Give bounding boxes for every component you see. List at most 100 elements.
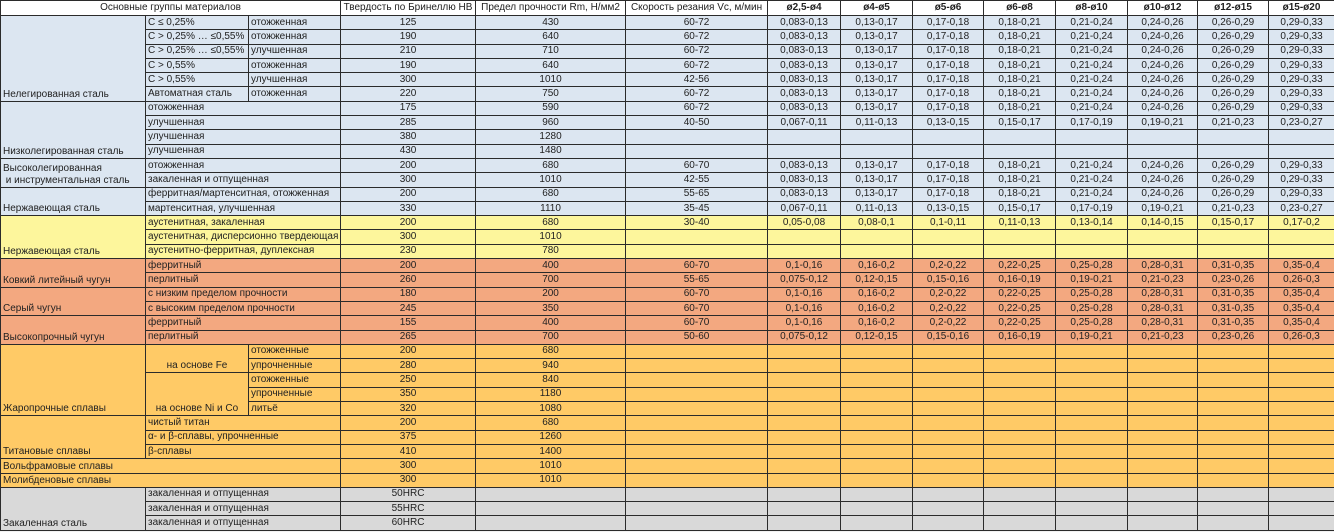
strength-cell[interactable]: 700 bbox=[475, 329, 627, 345]
hardness-cell[interactable]: 375 bbox=[340, 429, 477, 445]
hardness-cell[interactable]: 245 bbox=[340, 300, 477, 317]
feed-cell[interactable] bbox=[840, 415, 914, 431]
cutting-speed-cell[interactable]: 42-55 bbox=[625, 172, 769, 188]
cutting-speed-cell[interactable] bbox=[625, 372, 769, 388]
feed-cell[interactable] bbox=[1127, 372, 1199, 388]
feed-cell[interactable]: 0,24-0,26 bbox=[1127, 72, 1199, 88]
condition-cell[interactable]: отожженные bbox=[247, 372, 342, 388]
feed-cell[interactable]: 0,17-0,18 bbox=[912, 72, 985, 88]
feed-cell[interactable] bbox=[912, 386, 985, 403]
subtype-cell[interactable]: отожженная bbox=[144, 157, 342, 174]
hardness-cell[interactable]: 60HRC bbox=[340, 515, 477, 531]
feed-cell[interactable]: 0,17-0,18 bbox=[912, 172, 985, 188]
cutting-speed-cell[interactable] bbox=[625, 415, 769, 431]
strength-cell[interactable]: 1110 bbox=[475, 200, 627, 217]
feed-cell[interactable] bbox=[1197, 243, 1270, 260]
header-cutting-speed[interactable]: Скорость резания Vc, м/мин bbox=[625, 0, 769, 16]
subtype-cell[interactable]: с высоким пределом прочности bbox=[144, 300, 342, 317]
feed-cell[interactable] bbox=[1197, 415, 1270, 431]
feed-cell[interactable]: 0,05-0,08 bbox=[767, 215, 842, 231]
feed-cell[interactable]: 0,13-0,17 bbox=[840, 72, 914, 88]
material-group-cell[interactable]: Титановые сплавы bbox=[0, 415, 146, 460]
condition-cell[interactable]: отожженная bbox=[247, 29, 342, 45]
feed-cell[interactable]: 0,26-0,29 bbox=[1197, 57, 1270, 74]
feed-cell[interactable] bbox=[983, 501, 1057, 517]
feed-cell[interactable]: 0,17-0,18 bbox=[912, 57, 985, 74]
feed-cell[interactable]: 0,13-0,14 bbox=[1055, 215, 1129, 231]
feed-cell[interactable] bbox=[1055, 143, 1129, 159]
feed-cell[interactable]: 0,18-0,21 bbox=[983, 157, 1057, 174]
feed-cell[interactable]: 0,18-0,21 bbox=[983, 57, 1057, 74]
feed-cell[interactable]: 0,17-0,18 bbox=[912, 186, 985, 202]
feed-cell[interactable] bbox=[983, 458, 1057, 474]
feed-cell[interactable] bbox=[1268, 129, 1334, 145]
feed-cell[interactable] bbox=[1268, 386, 1334, 403]
cutting-speed-cell[interactable]: 60-72 bbox=[625, 100, 769, 117]
feed-cell[interactable]: 0,21-0,24 bbox=[1055, 29, 1129, 45]
feed-cell[interactable]: 0,26-0,29 bbox=[1197, 29, 1270, 45]
feed-cell[interactable]: 0,24-0,26 bbox=[1127, 157, 1199, 174]
feed-cell[interactable]: 0,25-0,28 bbox=[1055, 315, 1129, 331]
strength-cell[interactable]: 1400 bbox=[475, 443, 627, 460]
material-group-cell[interactable]: Высоколегированная и инструментальная ст… bbox=[0, 157, 146, 188]
feed-cell[interactable] bbox=[1268, 501, 1334, 517]
feed-cell[interactable] bbox=[1268, 343, 1334, 360]
hardness-cell[interactable]: 285 bbox=[340, 115, 477, 131]
feed-cell[interactable]: 0,083-0,13 bbox=[767, 86, 842, 102]
cutting-speed-cell[interactable] bbox=[625, 515, 769, 531]
feed-cell[interactable]: 0,083-0,13 bbox=[767, 186, 842, 202]
feed-cell[interactable] bbox=[912, 501, 985, 517]
hardness-cell[interactable]: 200 bbox=[340, 186, 477, 202]
feed-cell[interactable]: 0,1-0,16 bbox=[767, 300, 842, 317]
feed-cell[interactable]: 0,17-0,18 bbox=[912, 14, 985, 31]
cutting-speed-cell[interactable] bbox=[625, 343, 769, 360]
strength-cell[interactable]: 750 bbox=[475, 86, 627, 102]
feed-cell[interactable] bbox=[1197, 443, 1270, 460]
feed-cell[interactable] bbox=[1055, 458, 1129, 474]
subtype-cell[interactable]: закаленная и отпущенная bbox=[144, 501, 342, 517]
feed-cell[interactable] bbox=[1127, 415, 1199, 431]
feed-cell[interactable] bbox=[1055, 243, 1129, 260]
feed-cell[interactable] bbox=[1127, 429, 1199, 445]
feed-cell[interactable] bbox=[983, 472, 1057, 488]
feed-cell[interactable]: 0,19-0,21 bbox=[1055, 329, 1129, 345]
header-diameter[interactable]: ø2,5-ø4 bbox=[767, 0, 842, 16]
feed-cell[interactable] bbox=[1268, 372, 1334, 388]
feed-cell[interactable] bbox=[912, 458, 985, 474]
feed-cell[interactable]: 0,19-0,21 bbox=[1055, 272, 1129, 288]
feed-cell[interactable] bbox=[983, 372, 1057, 388]
feed-cell[interactable] bbox=[983, 415, 1057, 431]
feed-cell[interactable] bbox=[1127, 501, 1199, 517]
feed-cell[interactable]: 0,13-0,17 bbox=[840, 29, 914, 45]
feed-cell[interactable] bbox=[1055, 415, 1129, 431]
feed-cell[interactable] bbox=[1268, 415, 1334, 431]
feed-cell[interactable]: 0,35-0,4 bbox=[1268, 315, 1334, 331]
feed-cell[interactable]: 0,13-0,17 bbox=[840, 86, 914, 102]
feed-cell[interactable] bbox=[1127, 486, 1199, 503]
material-group-cell[interactable]: Низколегированная сталь bbox=[0, 100, 146, 159]
strength-cell[interactable]: 640 bbox=[475, 57, 627, 74]
hardness-cell[interactable]: 190 bbox=[340, 29, 477, 45]
material-group-cell[interactable]: Серый чугун bbox=[0, 286, 146, 317]
feed-cell[interactable]: 0,21-0,23 bbox=[1127, 272, 1199, 288]
hardness-cell[interactable]: 125 bbox=[340, 14, 477, 31]
strength-cell[interactable]: 1280 bbox=[475, 129, 627, 145]
feed-cell[interactable]: 0,25-0,28 bbox=[1055, 300, 1129, 317]
feed-cell[interactable]: 0,35-0,4 bbox=[1268, 300, 1334, 317]
feed-cell[interactable]: 0,15-0,17 bbox=[983, 115, 1057, 131]
feed-cell[interactable] bbox=[1197, 429, 1270, 445]
cutting-speed-cell[interactable]: 50-60 bbox=[625, 329, 769, 345]
cutting-speed-cell[interactable] bbox=[625, 458, 769, 474]
feed-cell[interactable]: 0,17-0,18 bbox=[912, 100, 985, 117]
feed-cell[interactable] bbox=[1197, 372, 1270, 388]
hardness-cell[interactable]: 155 bbox=[340, 315, 477, 331]
feed-cell[interactable]: 0,31-0,35 bbox=[1197, 258, 1270, 274]
material-group-cell[interactable]: Нержавеющая сталь bbox=[0, 215, 146, 260]
feed-cell[interactable]: 0,083-0,13 bbox=[767, 100, 842, 117]
feed-cell[interactable] bbox=[983, 343, 1057, 360]
feed-cell[interactable] bbox=[912, 486, 985, 503]
hardness-cell[interactable]: 220 bbox=[340, 86, 477, 102]
strength-cell[interactable]: 960 bbox=[475, 115, 627, 131]
subtype-cell[interactable]: C > 0,25% … ≤0,55% bbox=[145, 29, 249, 45]
strength-cell[interactable]: 680 bbox=[475, 343, 627, 360]
